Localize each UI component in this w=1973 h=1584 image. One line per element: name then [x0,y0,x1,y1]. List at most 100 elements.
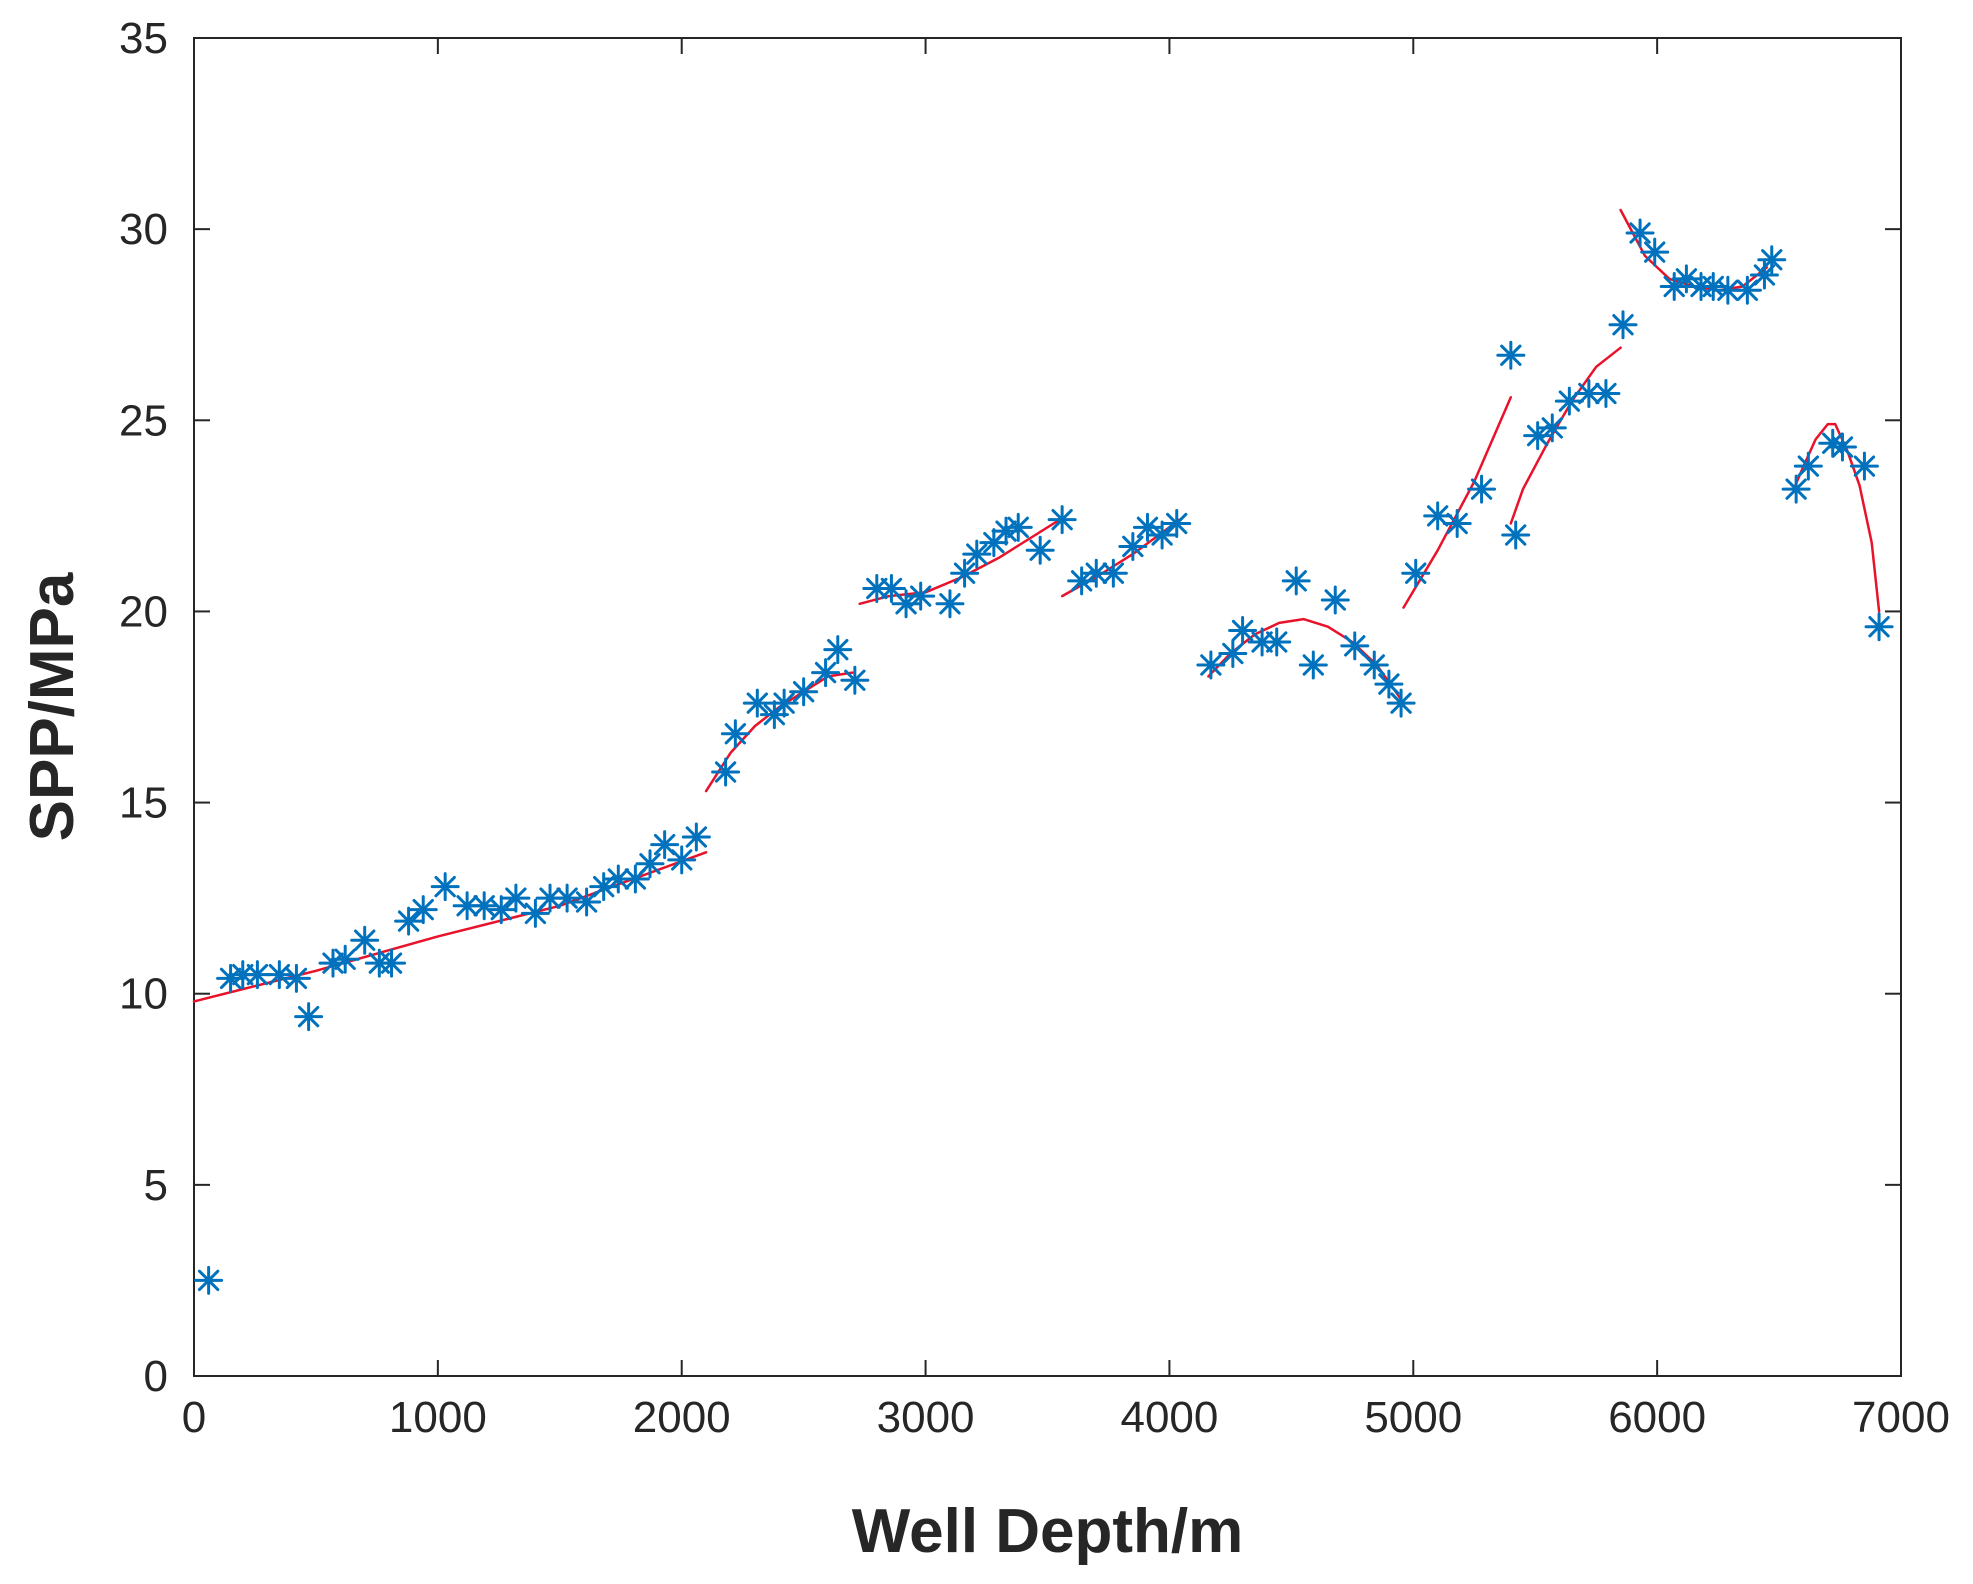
marker-stroke [268,963,291,986]
data-point-marker [979,528,1009,558]
marker-stroke [334,948,356,971]
data-point-marker [1228,616,1258,646]
marker-stroke [1644,241,1666,263]
data-point-marker [1003,512,1033,542]
data-point-marker [650,830,680,860]
marker-stroke [1595,382,1617,405]
marker-stroke [456,895,478,917]
marker-stroke [1505,524,1527,546]
data-point-marker [1374,669,1404,699]
marker-stroke [354,929,376,951]
marker-stroke [1853,455,1876,477]
marker-stroke [1736,279,1759,302]
marker-stroke [592,875,615,898]
marker-stroke [671,849,693,871]
data-point-marker [1025,535,1055,565]
marker-stroke [434,875,456,898]
data-point-marker [1081,558,1111,588]
data-point-marker [264,960,294,990]
marker-stroke [880,577,903,600]
data-point-marker [501,883,531,913]
data-point-marker [1523,421,1553,451]
y-tick-label: 30 [119,205,168,254]
data-point-marker [1757,245,1787,275]
marker-stroke [397,910,420,932]
data-point-marker [1281,566,1311,596]
marker-stroke [714,761,737,783]
marker-stroke [297,1005,320,1028]
x-axis-label: Well Depth/m [852,1497,1244,1566]
data-point-marker [1640,237,1670,267]
data-point-marker [1793,451,1823,481]
data-point-marker [720,719,750,749]
data-point-marker [1320,585,1350,615]
marker-stroke [1663,275,1685,298]
marker-stroke [1029,539,1051,561]
data-point-marker [811,658,841,688]
data-point-marker [1147,520,1177,550]
x-tick-label: 1000 [389,1393,487,1442]
marker-stroke [1363,654,1385,676]
marker-stroke [539,887,561,909]
y-tick-label: 5 [144,1161,168,1210]
marker-stroke [1558,390,1581,412]
marker-stroke [1541,417,1563,439]
data-point-marker [486,895,516,925]
marker-stroke [639,853,661,875]
marker-stroke [380,952,403,974]
x-tick-label: 5000 [1364,1393,1462,1442]
data-point-marker [1554,386,1584,416]
data-point-marker [891,589,921,619]
data-point-marker [1864,612,1894,642]
data-point-marker [1713,275,1743,305]
data-point-marker [1218,638,1248,668]
data-point-marker [1359,650,1389,680]
marker-stroke [724,723,747,745]
marker-stroke [473,895,495,917]
marker-stroke [1717,279,1739,302]
marker-stroke [505,887,527,909]
marker-stroke [285,967,308,990]
marker-stroke [322,952,344,974]
data-point-marker [950,558,980,588]
x-axis-ticks: 0 1000 2000 3000 4000 5000 6000 7000 [182,38,1950,1442]
y-tick-label: 0 [144,1352,168,1401]
marker-stroke [1526,424,1549,447]
data-point-marker [469,891,499,921]
data-point-marker [1118,531,1148,561]
data-point-marker [1442,509,1472,539]
data-point-marker [1496,340,1526,370]
data-point-marker [1298,650,1328,680]
data-point-marker [769,688,799,718]
marker-stroke [814,661,837,684]
plot-area-frame [193,37,1902,1377]
marker-stroke [939,593,961,615]
data-point-marker [681,822,711,852]
marker-stroke [197,1269,220,1292]
data-point-marker [1732,275,1762,305]
marker-stroke [866,577,888,600]
marker-stroke [1136,516,1159,539]
marker-stroke [1822,432,1844,454]
marker-stroke [1797,455,1820,477]
y-axis-ticks: 0 5 10 15 20 25 30 35 [119,14,1901,1401]
marker-stroke [1285,570,1307,592]
marker-stroke [746,692,769,714]
data-point-marker [1698,271,1728,301]
marker-stroke [1051,508,1073,531]
marker-stroke [1085,562,1107,584]
marker-stroke [1324,589,1346,611]
marker-stroke [1122,535,1144,558]
marker-stroke [792,681,815,703]
marker-stroke [1426,505,1449,527]
y-tick-label: 10 [119,970,168,1019]
marker-stroke [607,868,630,890]
data-point-marker [823,635,853,665]
marker-stroke [1378,673,1400,695]
marker-stroke [895,593,917,615]
y-tick-label: 35 [119,14,168,63]
data-point-marker [1591,379,1621,409]
marker-stroke [1266,631,1288,653]
marker-stroke [1470,478,1493,500]
